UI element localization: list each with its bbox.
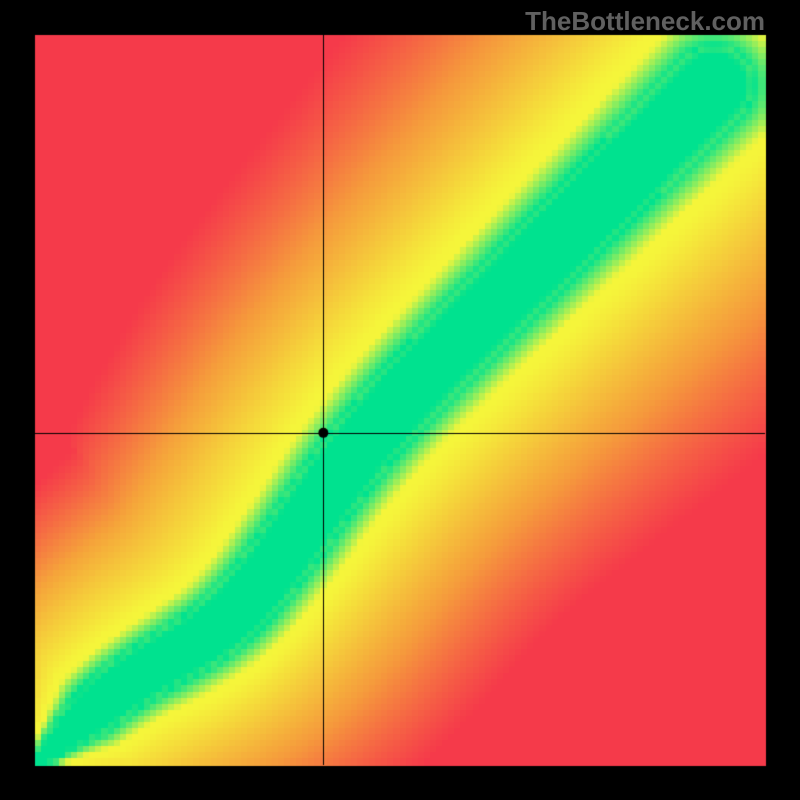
watermark-text: TheBottleneck.com (525, 6, 765, 37)
bottleneck-heatmap (0, 0, 800, 800)
chart-container: TheBottleneck.com (0, 0, 800, 800)
